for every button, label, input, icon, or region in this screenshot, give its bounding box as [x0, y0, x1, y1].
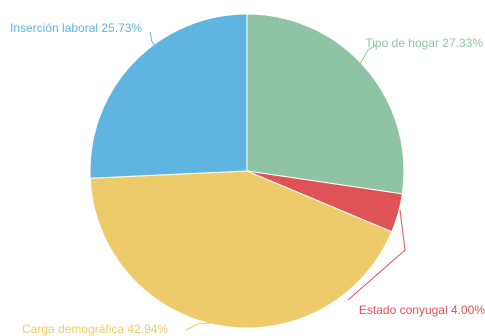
pie-slice-carga-demogr-fica[interactable]: [89, 170, 393, 329]
slice-label: Carga demográfica 42.94%: [22, 322, 168, 336]
slice-labels: Tipo de hogar 27.33% Estado conyugal 4.00…: [10, 21, 485, 336]
pie-slice-tipo-de-hogar[interactable]: [246, 13, 405, 195]
leader-line: [149, 31, 161, 53]
leader-line: [185, 322, 211, 331]
pie-slices: [89, 13, 405, 329]
leader-line: [359, 44, 377, 65]
slice-label: Tipo de hogar 27.33%: [365, 36, 483, 50]
slice-label: Estado conyugal 4.00%: [359, 303, 485, 317]
slice-label: Inserción laboral 25.73%: [10, 21, 142, 35]
leader-line: [347, 209, 406, 301]
pie-slice-inserci-n-laboral[interactable]: [89, 13, 248, 179]
leader-lines: [149, 31, 406, 331]
